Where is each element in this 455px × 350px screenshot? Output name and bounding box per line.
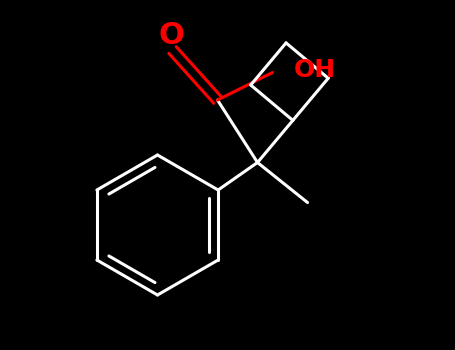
Text: OH: OH xyxy=(294,58,336,82)
Text: O: O xyxy=(158,21,184,49)
